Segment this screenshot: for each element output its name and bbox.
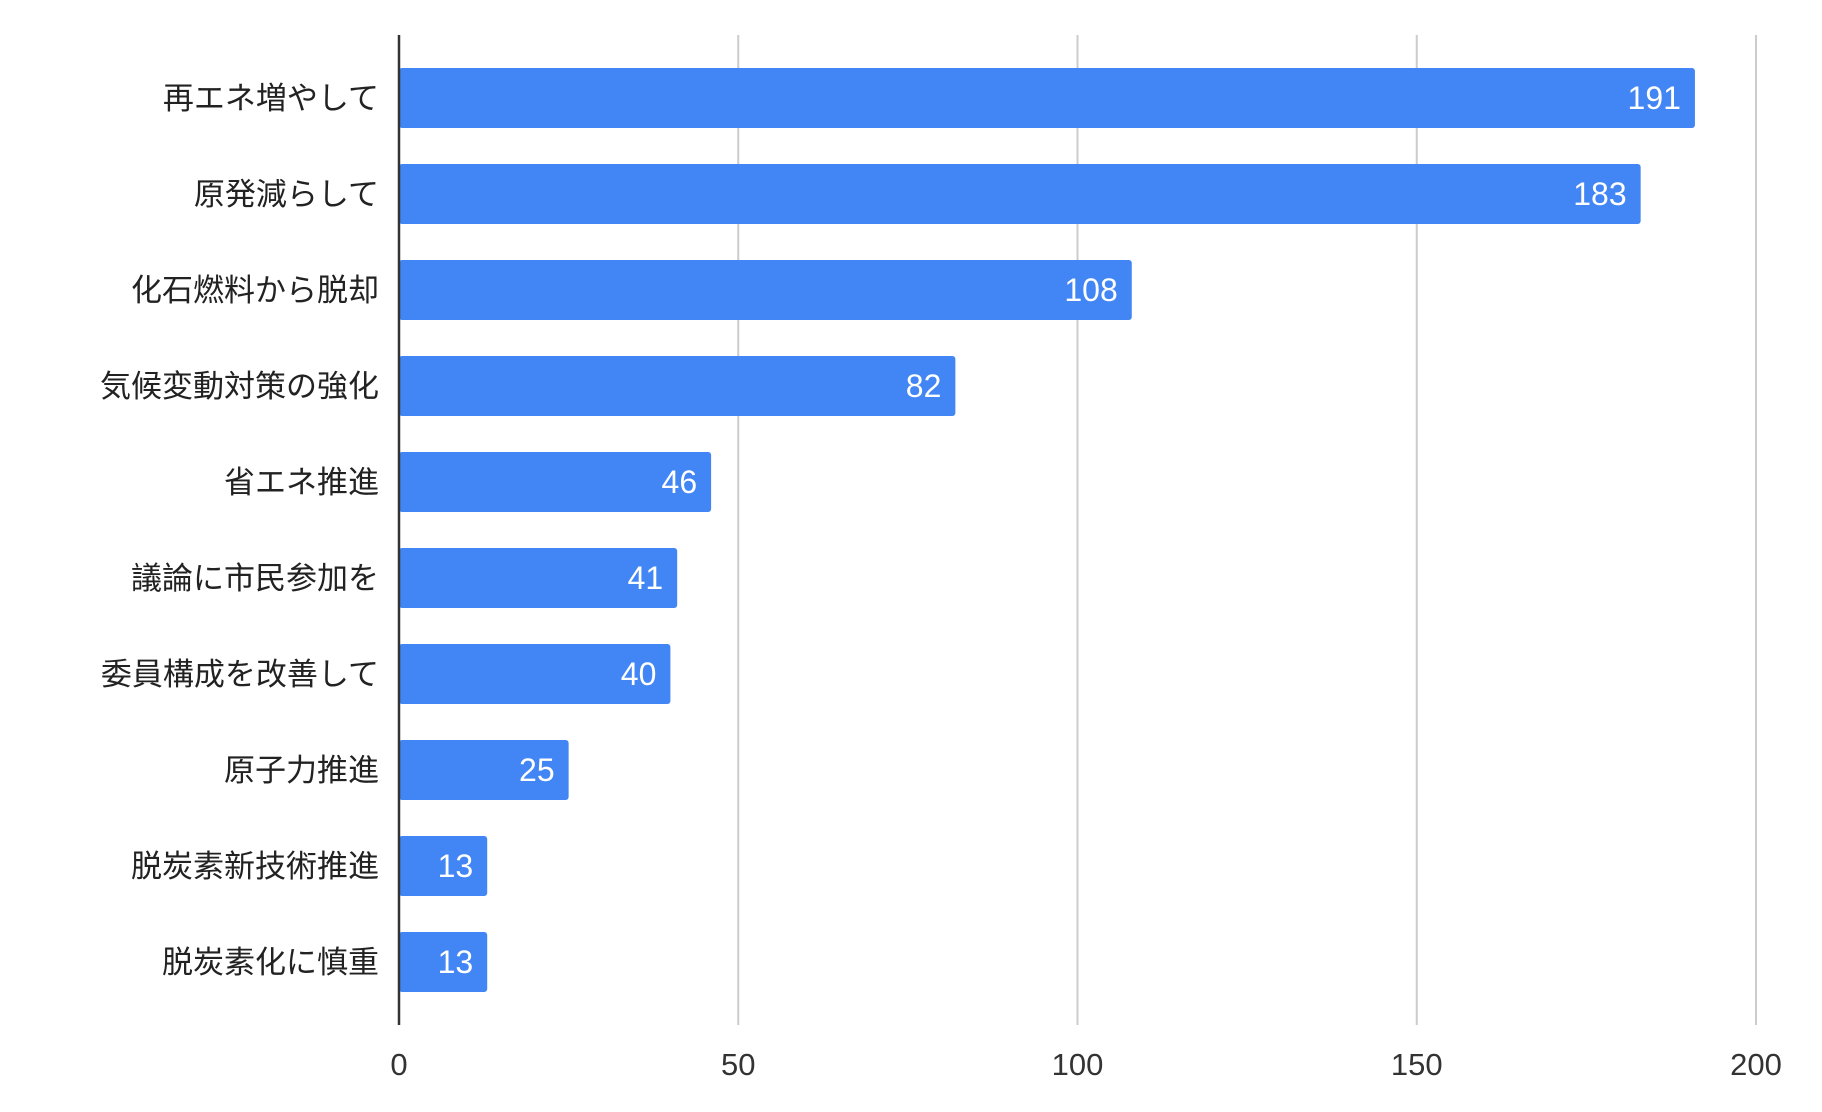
bar-value-label: 13 xyxy=(438,848,474,884)
bar-value-label: 40 xyxy=(621,656,657,692)
category-label: 化石燃料から脱却 xyxy=(131,273,379,309)
category-label: 原発減らして xyxy=(194,177,379,213)
bar-value-label: 46 xyxy=(662,464,698,500)
bar-value-label: 82 xyxy=(906,368,942,404)
bar xyxy=(399,548,678,608)
bar xyxy=(399,164,1641,224)
bar xyxy=(399,260,1132,320)
bar-value-label: 41 xyxy=(628,560,664,596)
bar-value-label: 191 xyxy=(1628,80,1681,116)
bar-value-label: 25 xyxy=(519,752,555,788)
bar xyxy=(399,740,569,800)
category-label: 原子力推進 xyxy=(224,753,379,789)
x-tick-label: 50 xyxy=(721,1047,755,1082)
category-label: 気候変動対策の強化 xyxy=(100,369,379,405)
bar-value-label: 13 xyxy=(438,944,474,980)
bar xyxy=(399,356,956,416)
bar-value-label: 108 xyxy=(1064,272,1117,308)
bar xyxy=(399,452,712,512)
labels: 0 50 100 150 200 191 再エネ増やして 183 原発減らして 108 化石燃料から… xyxy=(100,80,1782,1082)
x-tick-label: 150 xyxy=(1391,1047,1443,1082)
category-label: 脱炭素化に慎重 xyxy=(162,945,379,981)
bars xyxy=(399,68,1695,992)
bar-value-label: 183 xyxy=(1573,176,1626,212)
category-label: 委員構成を改善して xyxy=(101,657,379,693)
x-tick-label: 0 xyxy=(390,1047,407,1082)
x-tick-label: 100 xyxy=(1052,1047,1104,1082)
bar xyxy=(399,932,488,992)
category-label: 省エネ推進 xyxy=(224,465,379,501)
bar xyxy=(399,836,488,896)
category-label: 脱炭素新技術推進 xyxy=(131,849,379,885)
category-label: 再エネ増やして xyxy=(163,81,379,117)
x-tick-label: 200 xyxy=(1730,1047,1782,1082)
bar xyxy=(399,68,1695,128)
category-label: 議論に市民参加を xyxy=(131,561,379,597)
bar xyxy=(399,644,671,704)
